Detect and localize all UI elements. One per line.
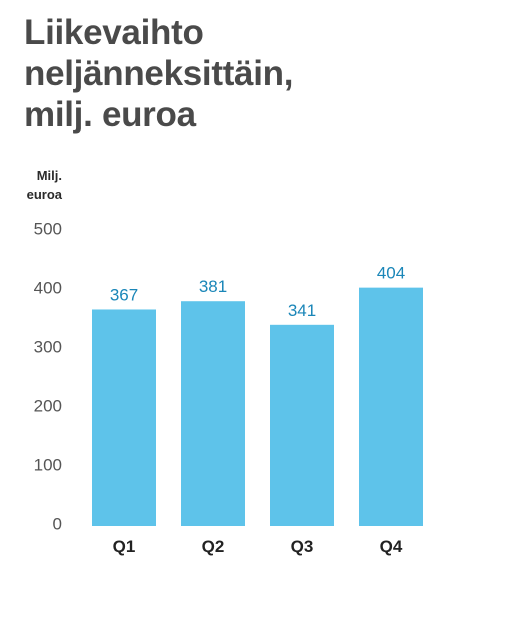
y-tick-label: 0 <box>53 514 62 533</box>
value-label-q3: 341 <box>288 301 316 320</box>
chart-title-line-1: Liikevaihto <box>24 13 204 52</box>
y-axis-label-line-1: Milj. <box>36 168 62 183</box>
bar-q1 <box>92 309 156 526</box>
x-tick-label-q3: Q3 <box>291 537 314 556</box>
value-label-q4: 404 <box>377 264 405 283</box>
x-tick-label-q1: Q1 <box>113 537 136 556</box>
chart-title-line-2: neljänneksittäin, <box>24 54 294 93</box>
value-labels: 367 381 341 404 <box>110 264 405 320</box>
y-tick-label: 500 <box>34 219 62 238</box>
value-label-q1: 367 <box>110 285 138 304</box>
value-label-q2: 381 <box>199 277 227 296</box>
y-axis-ticks: 0 100 200 300 400 500 <box>34 219 62 533</box>
x-tick-label-q2: Q2 <box>202 537 225 556</box>
chart-title-line-3: milj. euroa <box>24 95 196 134</box>
bar-q4 <box>359 287 423 526</box>
y-axis-label: Milj. euroa <box>16 166 62 204</box>
bar-q2 <box>181 301 245 526</box>
x-axis-ticks: Q1 Q2 Q3 Q4 <box>113 537 403 556</box>
y-tick-label: 400 <box>34 278 62 297</box>
bar-q3 <box>270 324 334 526</box>
y-tick-label: 200 <box>34 396 62 415</box>
y-tick-label: 100 <box>34 455 62 474</box>
x-tick-label-q4: Q4 <box>380 537 403 556</box>
chart-title: Liikevaihto neljänneksittäin, milj. euro… <box>24 12 293 135</box>
y-tick-label: 300 <box>34 337 62 356</box>
y-axis-label-line-2: euroa <box>26 187 62 202</box>
bars <box>92 287 423 526</box>
